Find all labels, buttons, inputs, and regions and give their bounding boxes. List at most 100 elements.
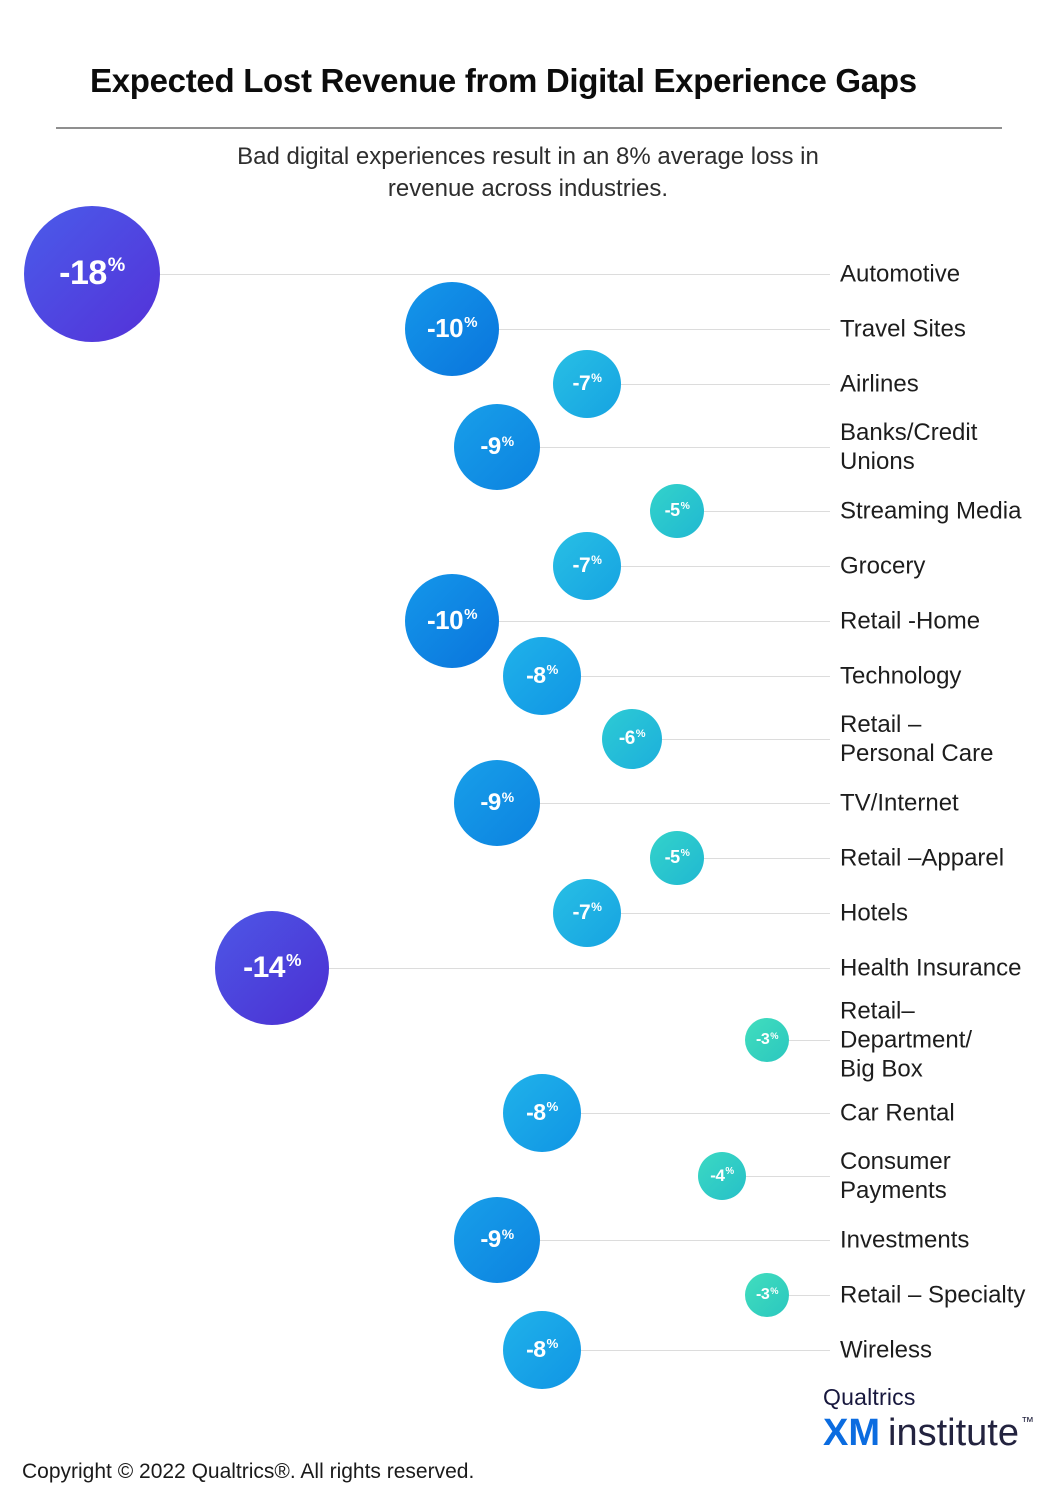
chart-row: -10% Retail -Home xyxy=(0,573,1056,668)
chart-row: -8% Car Rental xyxy=(0,1073,1056,1152)
institute-text: institute xyxy=(888,1412,1019,1454)
leader-line xyxy=(587,912,830,914)
percent-sign: % xyxy=(501,433,514,450)
value-bubble: -3% xyxy=(745,1272,789,1317)
percent-sign: % xyxy=(501,1225,514,1242)
industry-label: Travel Sites xyxy=(840,315,966,342)
bubble-value: -7 xyxy=(572,371,591,395)
chart-row: -7% Grocery xyxy=(0,531,1056,600)
title-divider xyxy=(56,127,1002,129)
value-bubble: -7% xyxy=(553,349,621,418)
percent-sign: % xyxy=(501,788,514,805)
industry-label: Retail – Personal Care xyxy=(840,711,994,767)
industry-label: Banks/Credit Unions xyxy=(840,419,978,475)
leader-line xyxy=(677,510,830,512)
chart-row: -5% Streaming Media xyxy=(0,483,1056,538)
bubble-chart: -18% Automotive -10% Travel Sites -7% Airline… xyxy=(0,205,1056,1389)
percent-sign: % xyxy=(680,847,690,859)
value-bubble: -3% xyxy=(745,1018,789,1062)
chart-row: -4% Consumer Payments xyxy=(0,1140,1056,1212)
chart-row: -8% Wireless xyxy=(0,1310,1056,1389)
value-bubble: -6% xyxy=(602,709,662,769)
value-bubble: -9% xyxy=(454,759,540,846)
industry-label: Wireless xyxy=(840,1336,933,1363)
chart-row: -7% Hotels xyxy=(0,878,1056,947)
value-bubble: -7% xyxy=(553,531,621,600)
leader-line xyxy=(92,273,830,275)
bubble-value: -6 xyxy=(618,728,635,749)
industry-label: Automotive xyxy=(840,260,961,287)
industry-label: Investments xyxy=(840,1226,970,1253)
bubble-value: -10 xyxy=(427,605,464,635)
bubble-value: -9 xyxy=(480,433,501,460)
chart-row: -9% Investments xyxy=(0,1196,1056,1283)
leader-line xyxy=(632,739,830,740)
value-bubble: -5% xyxy=(650,830,704,885)
bubble-value: -7 xyxy=(572,900,591,924)
industry-label: Retail –Apparel xyxy=(840,844,1005,871)
percent-sign: % xyxy=(464,605,477,623)
industry-label: Grocery xyxy=(840,552,926,579)
chart-row: -9% Banks/Credit Unions xyxy=(0,404,1056,490)
percent-sign: % xyxy=(464,313,477,331)
xm-institute-wordmark: XM institute ™ xyxy=(823,1414,1034,1452)
bubble-value: -9 xyxy=(480,1225,501,1253)
chart-subtitle: Bad digital experiences result in an 8% … xyxy=(237,143,819,202)
percent-sign: % xyxy=(770,1285,778,1296)
percent-sign: % xyxy=(546,1099,559,1115)
copyright-text: Copyright © 2022 Qualtrics®. All rights … xyxy=(22,1460,475,1483)
percent-sign: % xyxy=(591,553,602,568)
leader-line xyxy=(452,328,830,330)
percent-sign: % xyxy=(770,1031,778,1042)
bubble-value: -9 xyxy=(480,788,501,816)
industry-label: Health Insurance xyxy=(840,954,1022,981)
bubble-value: -8 xyxy=(526,662,546,688)
chart-row: -18% Automotive xyxy=(0,205,1056,342)
chart-row: -3% Retail– Department/ Big Box xyxy=(0,995,1056,1085)
industry-label: Technology xyxy=(840,662,962,689)
bubble-value: -5 xyxy=(664,847,681,867)
percent-sign: % xyxy=(107,253,126,276)
leader-line xyxy=(497,447,830,448)
bubble-value: -3 xyxy=(756,1031,770,1048)
value-bubble: -10% xyxy=(405,281,499,376)
industry-label: Airlines xyxy=(840,370,919,397)
bubble-value: -4 xyxy=(710,1166,725,1185)
value-bubble: -8% xyxy=(503,1310,581,1389)
percent-sign: % xyxy=(680,500,690,512)
value-bubble: -14% xyxy=(215,910,329,1025)
leader-line xyxy=(542,1349,830,1351)
bubble-value: -5 xyxy=(664,500,681,520)
leader-line xyxy=(452,620,830,622)
leader-line xyxy=(722,1176,830,1177)
bubble-value: -3 xyxy=(756,1285,770,1303)
leader-line xyxy=(497,802,830,804)
chart-row: -10% Travel Sites xyxy=(0,281,1056,376)
leader-line xyxy=(587,383,830,385)
industry-label: Retail -Home xyxy=(840,607,981,634)
value-bubble: -4% xyxy=(698,1152,746,1200)
bubble-value: -14 xyxy=(243,950,285,984)
industry-label: Consumer Payments xyxy=(840,1148,951,1204)
leader-line xyxy=(767,1040,830,1041)
value-bubble: -9% xyxy=(454,404,540,490)
value-bubble: -10% xyxy=(405,573,499,668)
bubble-value: -8 xyxy=(526,1336,546,1362)
industry-label: Retail– Department/ Big Box xyxy=(840,997,973,1083)
qualtrics-xm-institute-logo: Qualtrics XM institute ™ xyxy=(823,1384,1034,1452)
trademark-symbol: ™ xyxy=(1021,1414,1034,1429)
chart-row: -14% Health Insurance xyxy=(0,910,1056,1025)
value-bubble: -8% xyxy=(503,1073,581,1152)
chart-row: -7% Airlines xyxy=(0,349,1056,418)
leader-line xyxy=(542,1112,830,1114)
percent-sign: % xyxy=(725,1166,734,1178)
percent-sign: % xyxy=(546,662,559,678)
value-bubble: -18% xyxy=(24,205,160,342)
leader-line xyxy=(272,967,830,969)
bubble-value: -10 xyxy=(427,313,464,343)
industry-label: Hotels xyxy=(840,899,909,926)
value-bubble: -7% xyxy=(553,878,621,947)
industry-label: Retail – Specialty xyxy=(840,1281,1026,1308)
chart-row: -3% Retail – Specialty xyxy=(0,1267,1056,1322)
